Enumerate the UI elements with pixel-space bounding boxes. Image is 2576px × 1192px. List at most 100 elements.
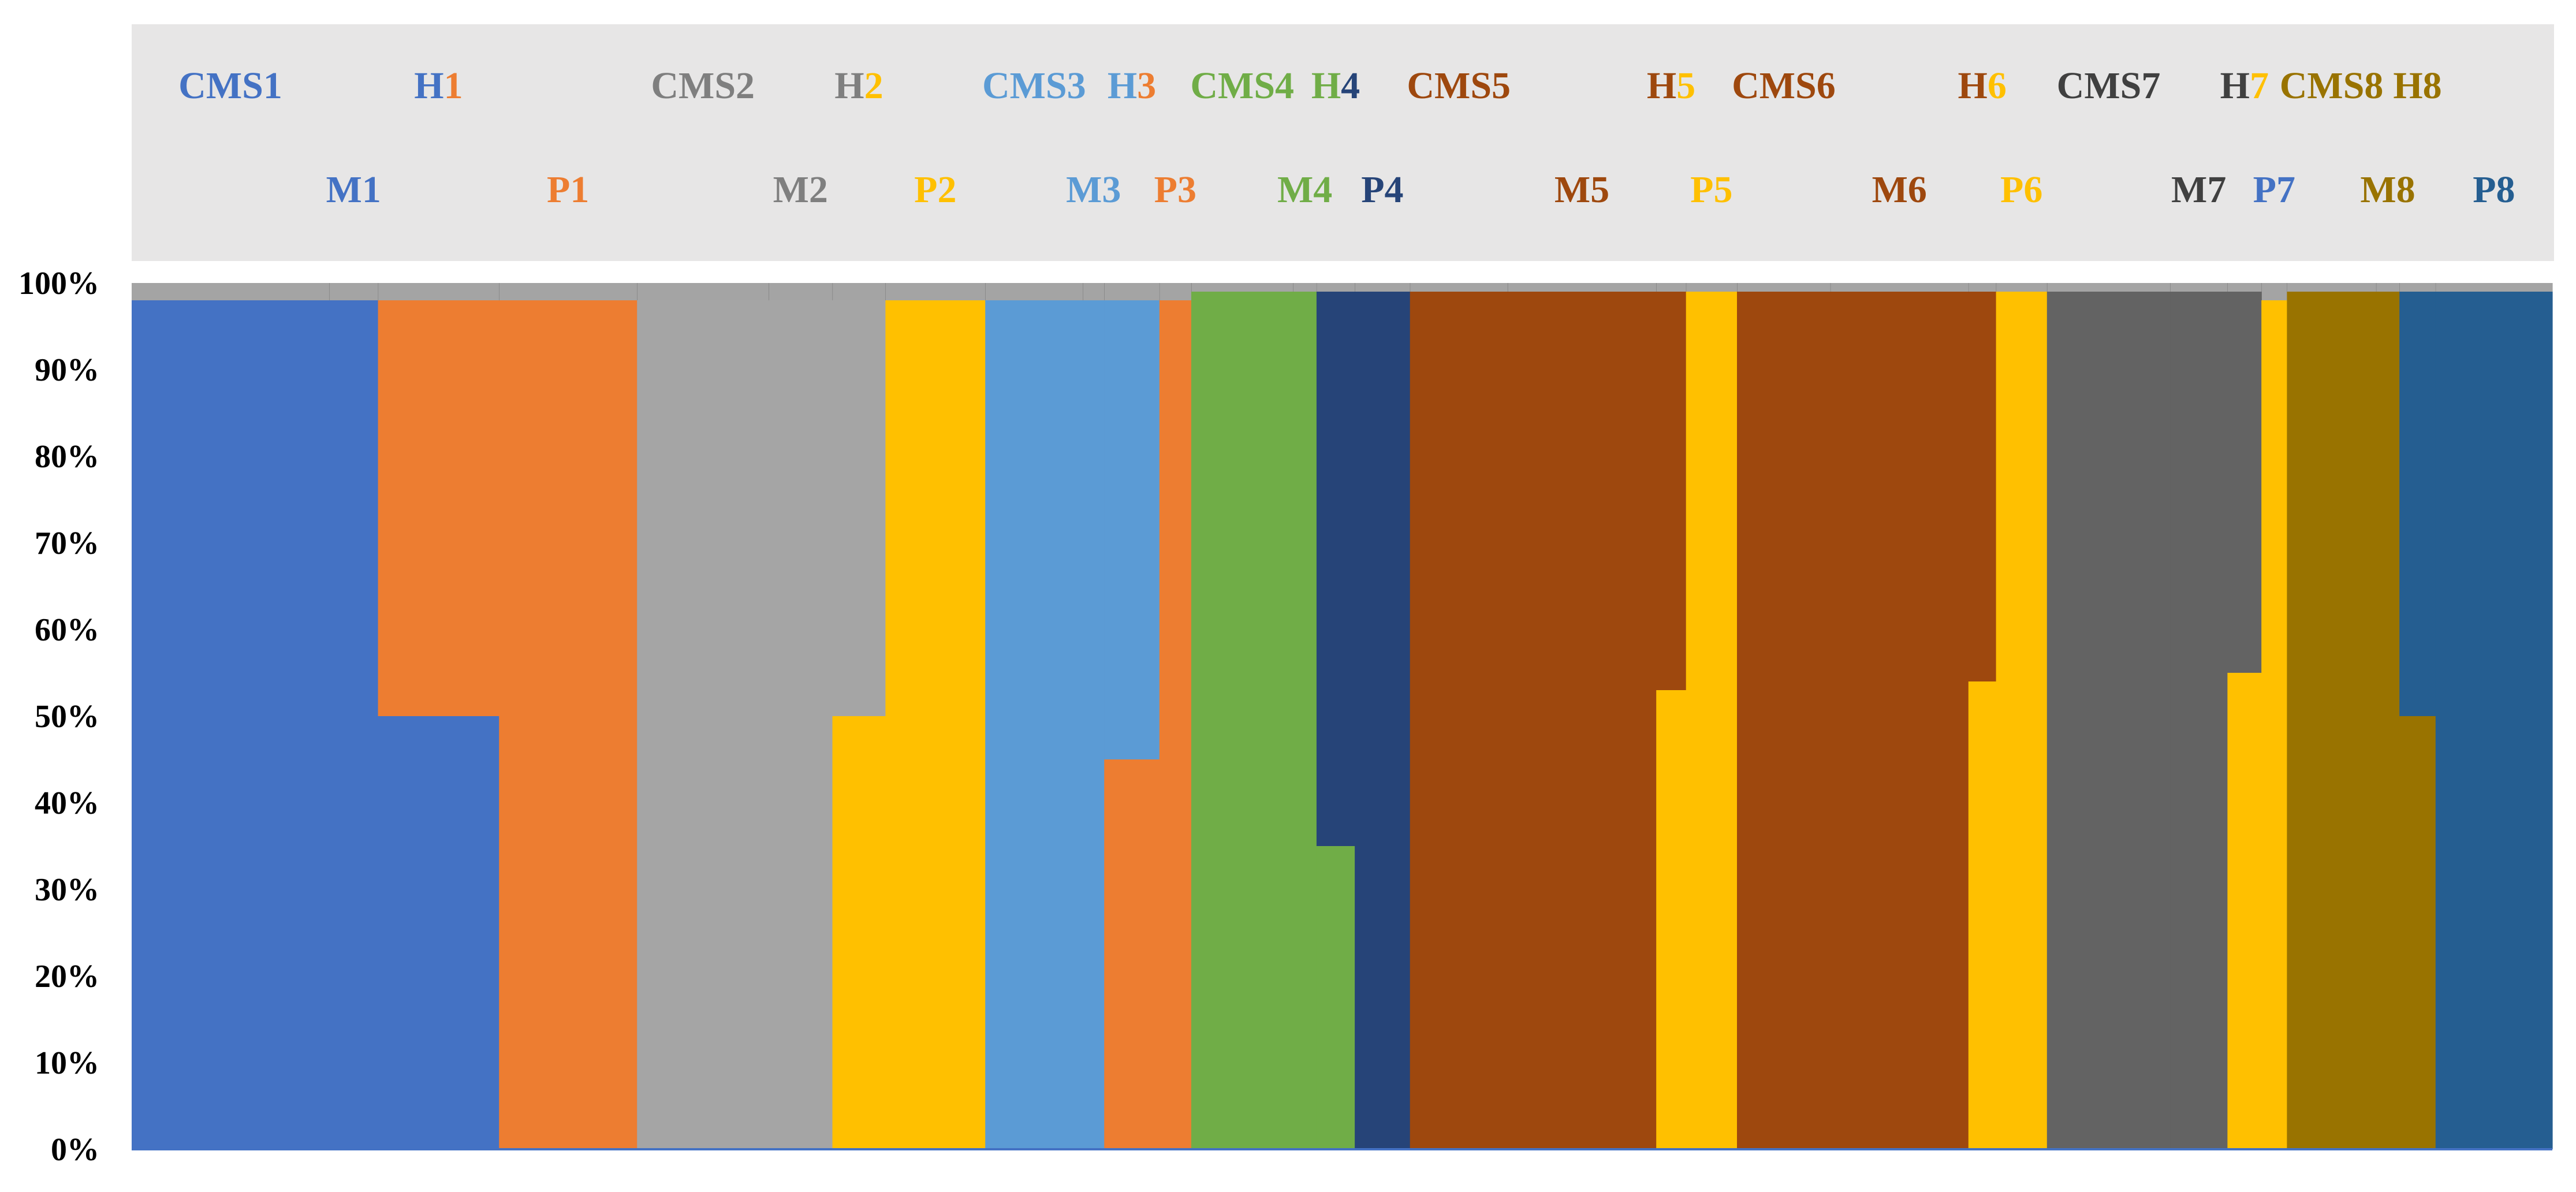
- bar-segment: [329, 300, 379, 1149]
- bar-segment: [1968, 292, 1997, 681]
- bar-segment: [1316, 292, 1355, 846]
- y-tick-label: 50%: [35, 699, 99, 735]
- group-label: P6: [2000, 169, 2042, 211]
- bar-top-fill: [1968, 283, 1997, 292]
- bar-segment: [2435, 292, 2553, 1149]
- bar-segment: [832, 716, 886, 1149]
- bar-segment: [1159, 300, 1192, 1149]
- group-label: H1: [414, 65, 463, 107]
- group-label: M3: [1066, 169, 1121, 211]
- group-label: CMS8: [2280, 65, 2384, 107]
- bar-top-fill: [2170, 283, 2228, 292]
- bar-segment: [637, 300, 769, 1149]
- group-label: M2: [773, 169, 828, 211]
- group-label: CMS5: [1407, 65, 1511, 107]
- bar-segment: [2376, 292, 2400, 1149]
- bar-segment: [1083, 300, 1105, 1149]
- bar-top-fill: [2435, 283, 2553, 292]
- bar-segment: [499, 300, 638, 1149]
- y-tick-label: 100%: [18, 266, 99, 301]
- bar-segment: [132, 300, 330, 1149]
- bar-segment: [1293, 292, 1317, 1149]
- bar-top-fill: [499, 283, 638, 300]
- y-tick-label: 60%: [35, 612, 99, 648]
- bar-segment: [1996, 292, 2048, 1149]
- y-tick-label: 90%: [35, 352, 99, 388]
- bar-segment: [2261, 300, 2287, 1149]
- group-label: M7: [2171, 169, 2226, 211]
- bar-segment: [2227, 292, 2262, 673]
- y-tick-label: 70%: [35, 526, 99, 561]
- bar-top-fill: [2399, 283, 2436, 292]
- bar-segment: [1104, 759, 1160, 1149]
- group-label: H5: [1647, 65, 1695, 107]
- group-label: M6: [1872, 169, 1927, 211]
- bar-top-fill: [2376, 283, 2400, 292]
- bar-segment: [769, 300, 833, 1149]
- group-label: CMS2: [651, 65, 755, 107]
- bar-segment: [2399, 716, 2436, 1149]
- group-label: H8: [2393, 65, 2441, 107]
- bar-segment: [2227, 673, 2262, 1149]
- bar-top-fill: [1191, 283, 1293, 292]
- y-tick-label: 40%: [35, 785, 99, 821]
- bar-top-fill: [1737, 283, 1831, 292]
- bar-segment: [1656, 292, 1687, 690]
- group-label: P8: [2473, 169, 2515, 211]
- bar-top-fill: [378, 283, 499, 300]
- group-label: P3: [1154, 169, 1196, 211]
- bar-top-fill: [1410, 283, 1508, 292]
- bar-top-fill: [1159, 283, 1192, 300]
- bar-segment: [985, 300, 1083, 1149]
- group-label: H3: [1108, 65, 1156, 107]
- y-tick-label: 80%: [35, 439, 99, 475]
- group-label: M4: [1277, 169, 1332, 211]
- bar-segment: [1830, 292, 1969, 1149]
- group-label: P1: [547, 169, 589, 211]
- group-label: CMS6: [1732, 65, 1836, 107]
- group-labels-layer: CMS1 M1 H1 P1 CMS2 M2 H2 P2 CMS3 M3 H3 P3 CMS4 M4 H4 P4…: [178, 65, 2515, 211]
- bar-segment: [2170, 292, 2228, 1149]
- group-label: H7: [2220, 65, 2269, 107]
- group-label: M5: [1554, 169, 1609, 211]
- y-tick-label: 10%: [35, 1045, 99, 1081]
- bar-top-fill: [2261, 283, 2287, 300]
- bar-top-fill: [1104, 283, 1160, 300]
- bar-segment: [1686, 292, 1738, 1149]
- bar-segment: [1410, 292, 1508, 1149]
- bar-top-fill: [2227, 283, 2262, 292]
- y-tick-label: 20%: [35, 959, 99, 994]
- bar-segment: [1656, 690, 1687, 1149]
- bar-top-fill: [1996, 283, 2048, 292]
- bar-top-fill: [1355, 283, 1411, 292]
- bar-segment: [1191, 292, 1293, 1149]
- bar-top-fill: [1507, 283, 1657, 292]
- group-label: CMS7: [2057, 65, 2161, 107]
- bar-segment: [2399, 292, 2436, 716]
- bar-top-fill: [132, 283, 330, 300]
- bar-top-fill: [885, 283, 986, 300]
- y-tick-label: 0%: [51, 1132, 99, 1168]
- bar-segment: [1737, 292, 1831, 1149]
- label-panel: [132, 24, 2554, 261]
- bar-top-fill: [1686, 283, 1738, 292]
- group-label: P4: [1361, 169, 1403, 211]
- bar-segment: [2046, 292, 2171, 1149]
- bar-segment: [2287, 292, 2377, 1149]
- bar-top-fill: [769, 283, 833, 300]
- bar-segment: [1104, 300, 1160, 759]
- bar-top-fill: [2287, 283, 2377, 292]
- bar-segment: [1355, 292, 1411, 1149]
- bar-top-fill: [1656, 283, 1687, 292]
- bar-top-fill: [2046, 283, 2171, 292]
- bar-segment: [378, 300, 499, 716]
- group-label: H6: [1958, 65, 2007, 107]
- bar-top-fill: [1316, 283, 1355, 292]
- group-label: P5: [1690, 169, 1732, 211]
- bar-top-fill: [1083, 283, 1105, 300]
- bar-top-fill: [1293, 283, 1317, 292]
- group-label: M8: [2360, 169, 2415, 211]
- bar-top-fill: [832, 283, 886, 300]
- bar-segment: [378, 716, 499, 1149]
- bars-layer: [132, 283, 2553, 1150]
